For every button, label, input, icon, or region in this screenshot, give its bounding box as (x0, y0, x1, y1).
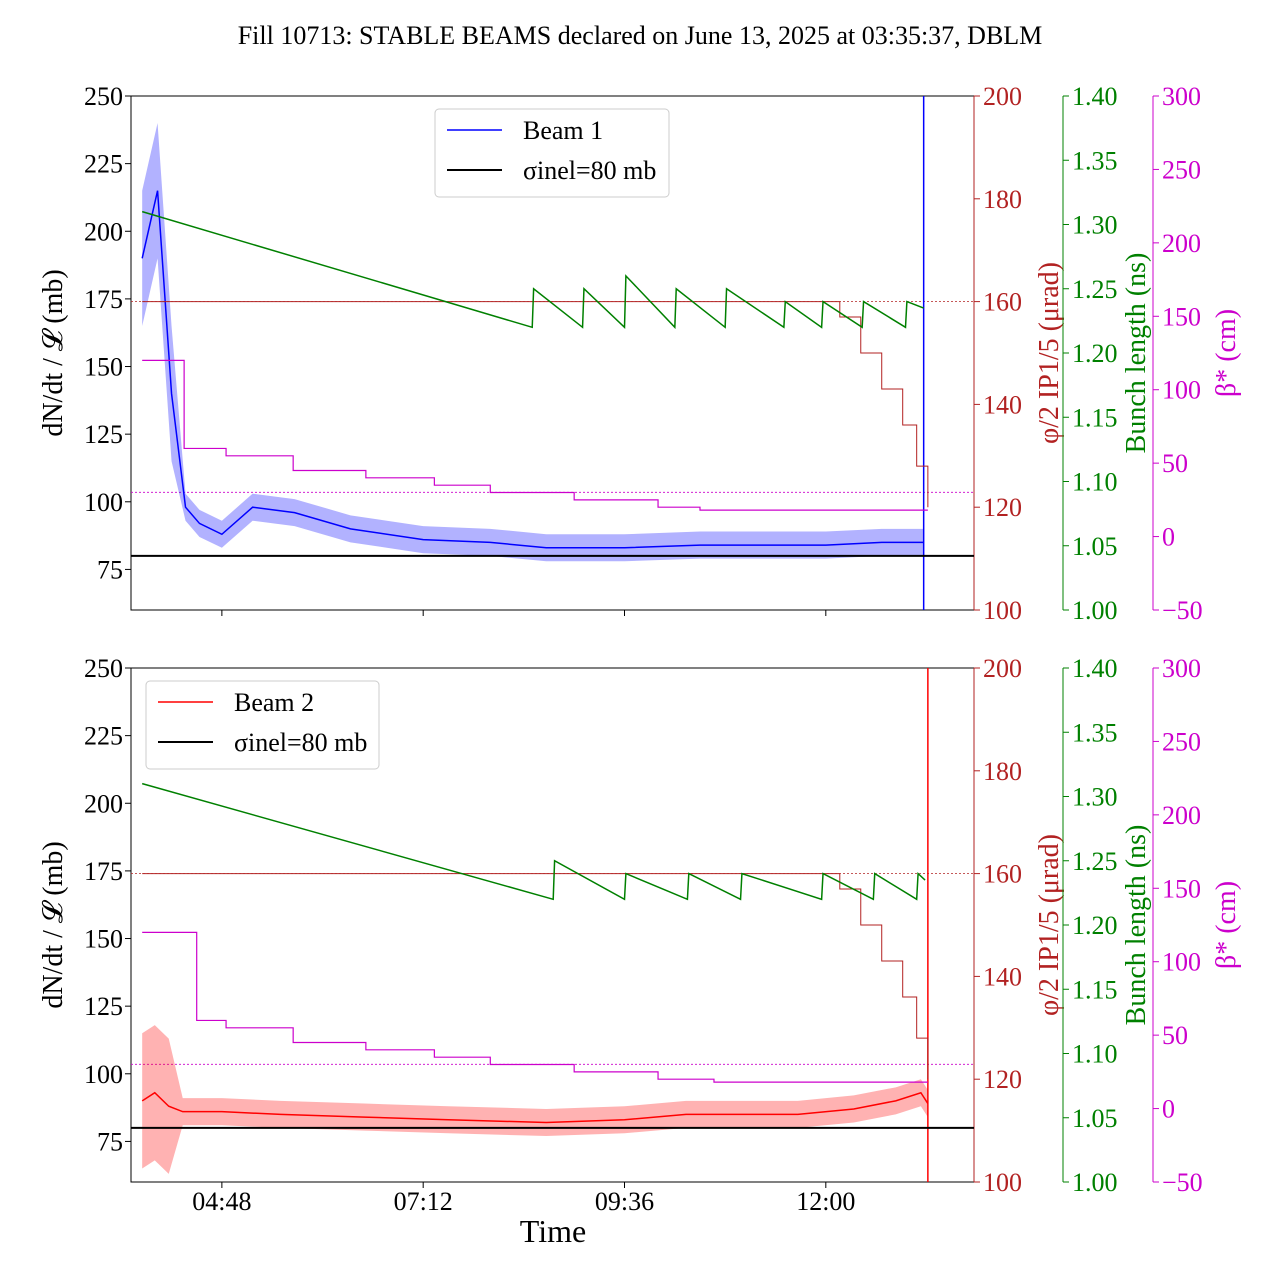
x-tick-label: 07:12 (394, 1187, 453, 1216)
bunch-tick-label: 1.40 (1072, 82, 1118, 111)
crossing-tick-label: 100 (983, 596, 1022, 625)
crossing-axis-label: φ/2 IP1/5 (μrad) (1034, 834, 1065, 1016)
crossing-angle-line (142, 873, 929, 1080)
beam-uncertainty-band (142, 1025, 928, 1174)
x-tick-label: 09:36 (595, 1187, 654, 1216)
bunch-tick-label: 1.05 (1072, 532, 1118, 561)
beta-tick-label: 150 (1162, 302, 1201, 331)
legend-sigma-label: σinel=80 mb (234, 728, 367, 757)
x-tick-label: 12:00 (796, 1187, 855, 1216)
beam-series-line (141, 190, 924, 549)
left-tick-label: 75 (97, 555, 123, 584)
beta-axis-label: β* (cm) (1211, 881, 1242, 969)
left-tick-label: 100 (84, 1060, 123, 1089)
crossing-tick-label: 140 (983, 390, 1022, 419)
bunch-tick-label: 1.10 (1072, 1040, 1118, 1069)
left-axis-label: dN/dt / 𝓛 (mb) (38, 841, 69, 1008)
bunch-tick-label: 1.10 (1072, 468, 1118, 497)
beta-tick-label: 250 (1162, 727, 1201, 756)
crossing-tick-label: 120 (983, 1065, 1022, 1094)
legend-sigma-label: σinel=80 mb (523, 156, 656, 185)
legend: Beam 1 σinel=80 mb (434, 108, 670, 198)
bunch-tick-label: 1.25 (1072, 275, 1118, 304)
beta-tick-label: 100 (1162, 376, 1201, 405)
beta-tick-label: 0 (1162, 1095, 1175, 1124)
left-tick-label: 125 (84, 992, 123, 1021)
bunch-tick-label: 1.20 (1072, 339, 1118, 368)
x-axis-label: Time (520, 1213, 586, 1249)
beta-tick-label: 150 (1162, 874, 1201, 903)
beta-tick-label: 300 (1162, 654, 1201, 683)
left-tick-label: 175 (84, 857, 123, 886)
crossing-axis-label: φ/2 IP1/5 (μrad) (1034, 262, 1065, 444)
legend-box (434, 108, 670, 198)
bunch-axis-label: Bunch length (ns) (1121, 825, 1152, 1026)
beta-tick-label: 50 (1162, 1021, 1188, 1050)
bunch-tick-label: 1.30 (1072, 783, 1118, 812)
bunch-tick-label: 1.15 (1072, 975, 1118, 1004)
left-tick-label: 175 (84, 285, 123, 314)
crossing-tick-label: 140 (983, 962, 1022, 991)
bunch-tick-label: 1.35 (1072, 718, 1118, 747)
crossing-tick-label: 160 (983, 860, 1022, 889)
legend: Beam 2 σinel=80 mb (145, 680, 380, 770)
beta-tick-label: 300 (1162, 82, 1201, 111)
crossing-angle-line (142, 301, 929, 508)
beta-star-line (142, 359, 928, 511)
bunch-length-line (141, 210, 924, 330)
left-tick-label: 100 (84, 488, 123, 517)
beta-tick-label: −50 (1162, 596, 1203, 625)
left-tick-label: 200 (84, 789, 123, 818)
crossing-tick-label: 180 (983, 185, 1022, 214)
left-tick-label: 150 (84, 925, 123, 954)
beam-series-line (141, 1091, 929, 1124)
legend-beam-label: Beam 1 (523, 116, 603, 145)
left-tick-label: 225 (84, 722, 123, 751)
chart-panel-top: 75 100 125 150 175 200 225 250 dN/dt / 𝓛 (mb) 100… (38, 82, 1242, 625)
crossing-tick-label: 160 (983, 288, 1022, 317)
beta-star-line (142, 931, 928, 1083)
crossing-tick-label: 200 (983, 82, 1022, 111)
beta-axis-label: β* (cm) (1211, 309, 1242, 397)
legend-box (145, 680, 380, 770)
beta-tick-label: 0 (1162, 523, 1175, 552)
bunch-axis-label: Bunch length (ns) (1121, 253, 1152, 454)
left-tick-label: 200 (84, 217, 123, 246)
legend-beam-label: Beam 2 (234, 688, 314, 717)
beta-tick-label: −50 (1162, 1168, 1203, 1197)
bunch-tick-label: 1.15 (1072, 403, 1118, 432)
crossing-tick-label: 100 (983, 1168, 1022, 1197)
crossing-tick-label: 180 (983, 757, 1022, 786)
x-tick-label: 04:48 (192, 1187, 251, 1216)
bunch-tick-label: 1.25 (1072, 847, 1118, 876)
bunch-tick-label: 1.30 (1072, 211, 1118, 240)
bunch-tick-label: 1.00 (1072, 596, 1118, 625)
beta-tick-label: 50 (1162, 449, 1188, 478)
left-tick-label: 75 (97, 1127, 123, 1156)
beta-tick-label: 200 (1162, 801, 1201, 830)
left-tick-label: 225 (84, 150, 123, 179)
bunch-tick-label: 1.20 (1072, 911, 1118, 940)
left-tick-label: 250 (84, 82, 123, 111)
left-tick-label: 150 (84, 353, 123, 382)
crossing-tick-label: 120 (983, 493, 1022, 522)
beta-tick-label: 100 (1162, 948, 1201, 977)
crossing-tick-label: 200 (983, 654, 1022, 683)
bunch-tick-label: 1.05 (1072, 1104, 1118, 1133)
left-axis-label: dN/dt / 𝓛 (mb) (38, 269, 69, 436)
bunch-length-line (141, 782, 926, 901)
left-tick-label: 250 (84, 654, 123, 683)
bunch-tick-label: 1.00 (1072, 1168, 1118, 1197)
bunch-tick-label: 1.40 (1072, 654, 1118, 683)
chart-panel-bottom: 75 100 125 150 175 200 225 250 dN/dt / 𝓛 (mb) 100… (38, 654, 1242, 1216)
figure-title: Fill 10713: STABLE BEAMS declared on Jun… (238, 21, 1043, 50)
left-tick-label: 125 (84, 420, 123, 449)
beta-tick-label: 200 (1162, 229, 1201, 258)
bunch-tick-label: 1.35 (1072, 146, 1118, 175)
beta-tick-label: 250 (1162, 155, 1201, 184)
